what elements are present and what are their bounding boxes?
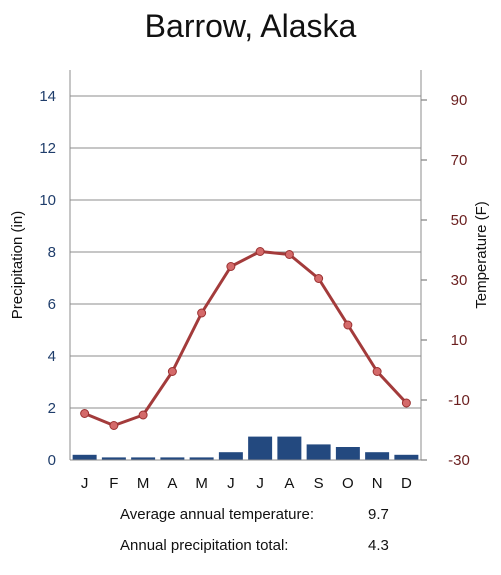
x-tick-label: J [256, 475, 264, 492]
temperature-point [255, 247, 265, 256]
avg-temp-value: 9.7 [368, 506, 389, 523]
precipitation-bar [248, 436, 273, 460]
precipitation-bar [306, 444, 331, 460]
x-tick-label: M [137, 475, 150, 492]
precipitation-bar [189, 457, 214, 460]
temperature-line [80, 247, 411, 430]
right-tick-label: -10 [448, 392, 470, 409]
y-right-axis-title: Temperature (F) [473, 201, 490, 309]
precipitation-bar [365, 452, 390, 460]
left-tick-label: 14 [39, 88, 56, 105]
left-tick-label: 4 [48, 348, 56, 365]
left-tick-label: 2 [48, 400, 56, 417]
right-tick-label: 70 [451, 152, 468, 169]
x-tick-label: N [372, 475, 383, 492]
temperature-point [314, 274, 324, 283]
right-tick-label: 90 [451, 92, 468, 109]
left-tick-label: 10 [39, 192, 56, 209]
x-tick-label: O [342, 475, 354, 492]
left-tick-label: 12 [39, 140, 56, 157]
precipitation-bars [72, 436, 419, 460]
precipitation-bar [218, 452, 243, 460]
precipitation-bar [277, 436, 302, 460]
precip-value: 4.3 [368, 537, 389, 554]
precip-label: Annual precipitation total: [120, 537, 289, 554]
temperature-point [372, 367, 382, 376]
left-tick-label: 8 [48, 244, 56, 261]
right-tick-label: 10 [451, 332, 468, 349]
temperature-point [343, 320, 353, 330]
temperature-point [284, 250, 294, 259]
temperature-point [167, 367, 177, 376]
x-tick-label: F [109, 475, 118, 492]
precipitation-bar [394, 454, 419, 460]
axes [69, 70, 427, 461]
x-tick-label: S [314, 475, 324, 492]
precipitation-bar [72, 454, 97, 460]
temperature-point [109, 421, 119, 430]
temperature-point [80, 409, 90, 418]
temperature-point [226, 262, 236, 271]
x-tick-label: J [227, 475, 235, 492]
left-tick-label: 0 [48, 452, 56, 469]
temperature-line-path [84, 250, 408, 427]
avg-temp-row: Average annual temperature: 9.7 [0, 506, 501, 526]
chart-title: Barrow, Alaska [144, 8, 357, 44]
precipitation-bar [101, 457, 126, 460]
temperature-point [197, 308, 207, 318]
right-tick-label: -30 [448, 452, 470, 469]
x-tick-label: D [401, 475, 412, 492]
precipitation-bar [335, 447, 360, 460]
precip-row: Annual precipitation total: 4.3 [0, 537, 501, 557]
x-tick-label: A [167, 475, 177, 492]
right-tick-label: 50 [451, 212, 468, 229]
x-tick-label: M [195, 475, 208, 492]
precipitation-bar [131, 457, 156, 460]
temperature-point [138, 410, 148, 420]
gridlines [70, 95, 421, 409]
avg-temp-label: Average annual temperature: [120, 506, 315, 523]
right-tick-label: 30 [451, 272, 468, 289]
precipitation-bar [160, 457, 185, 460]
x-tick-label: J [81, 475, 89, 492]
left-tick-label: 6 [48, 296, 56, 313]
temperature-point [401, 398, 411, 408]
y-left-axis-title: Precipitation (in) [9, 211, 26, 319]
x-tick-label: A [284, 475, 294, 492]
